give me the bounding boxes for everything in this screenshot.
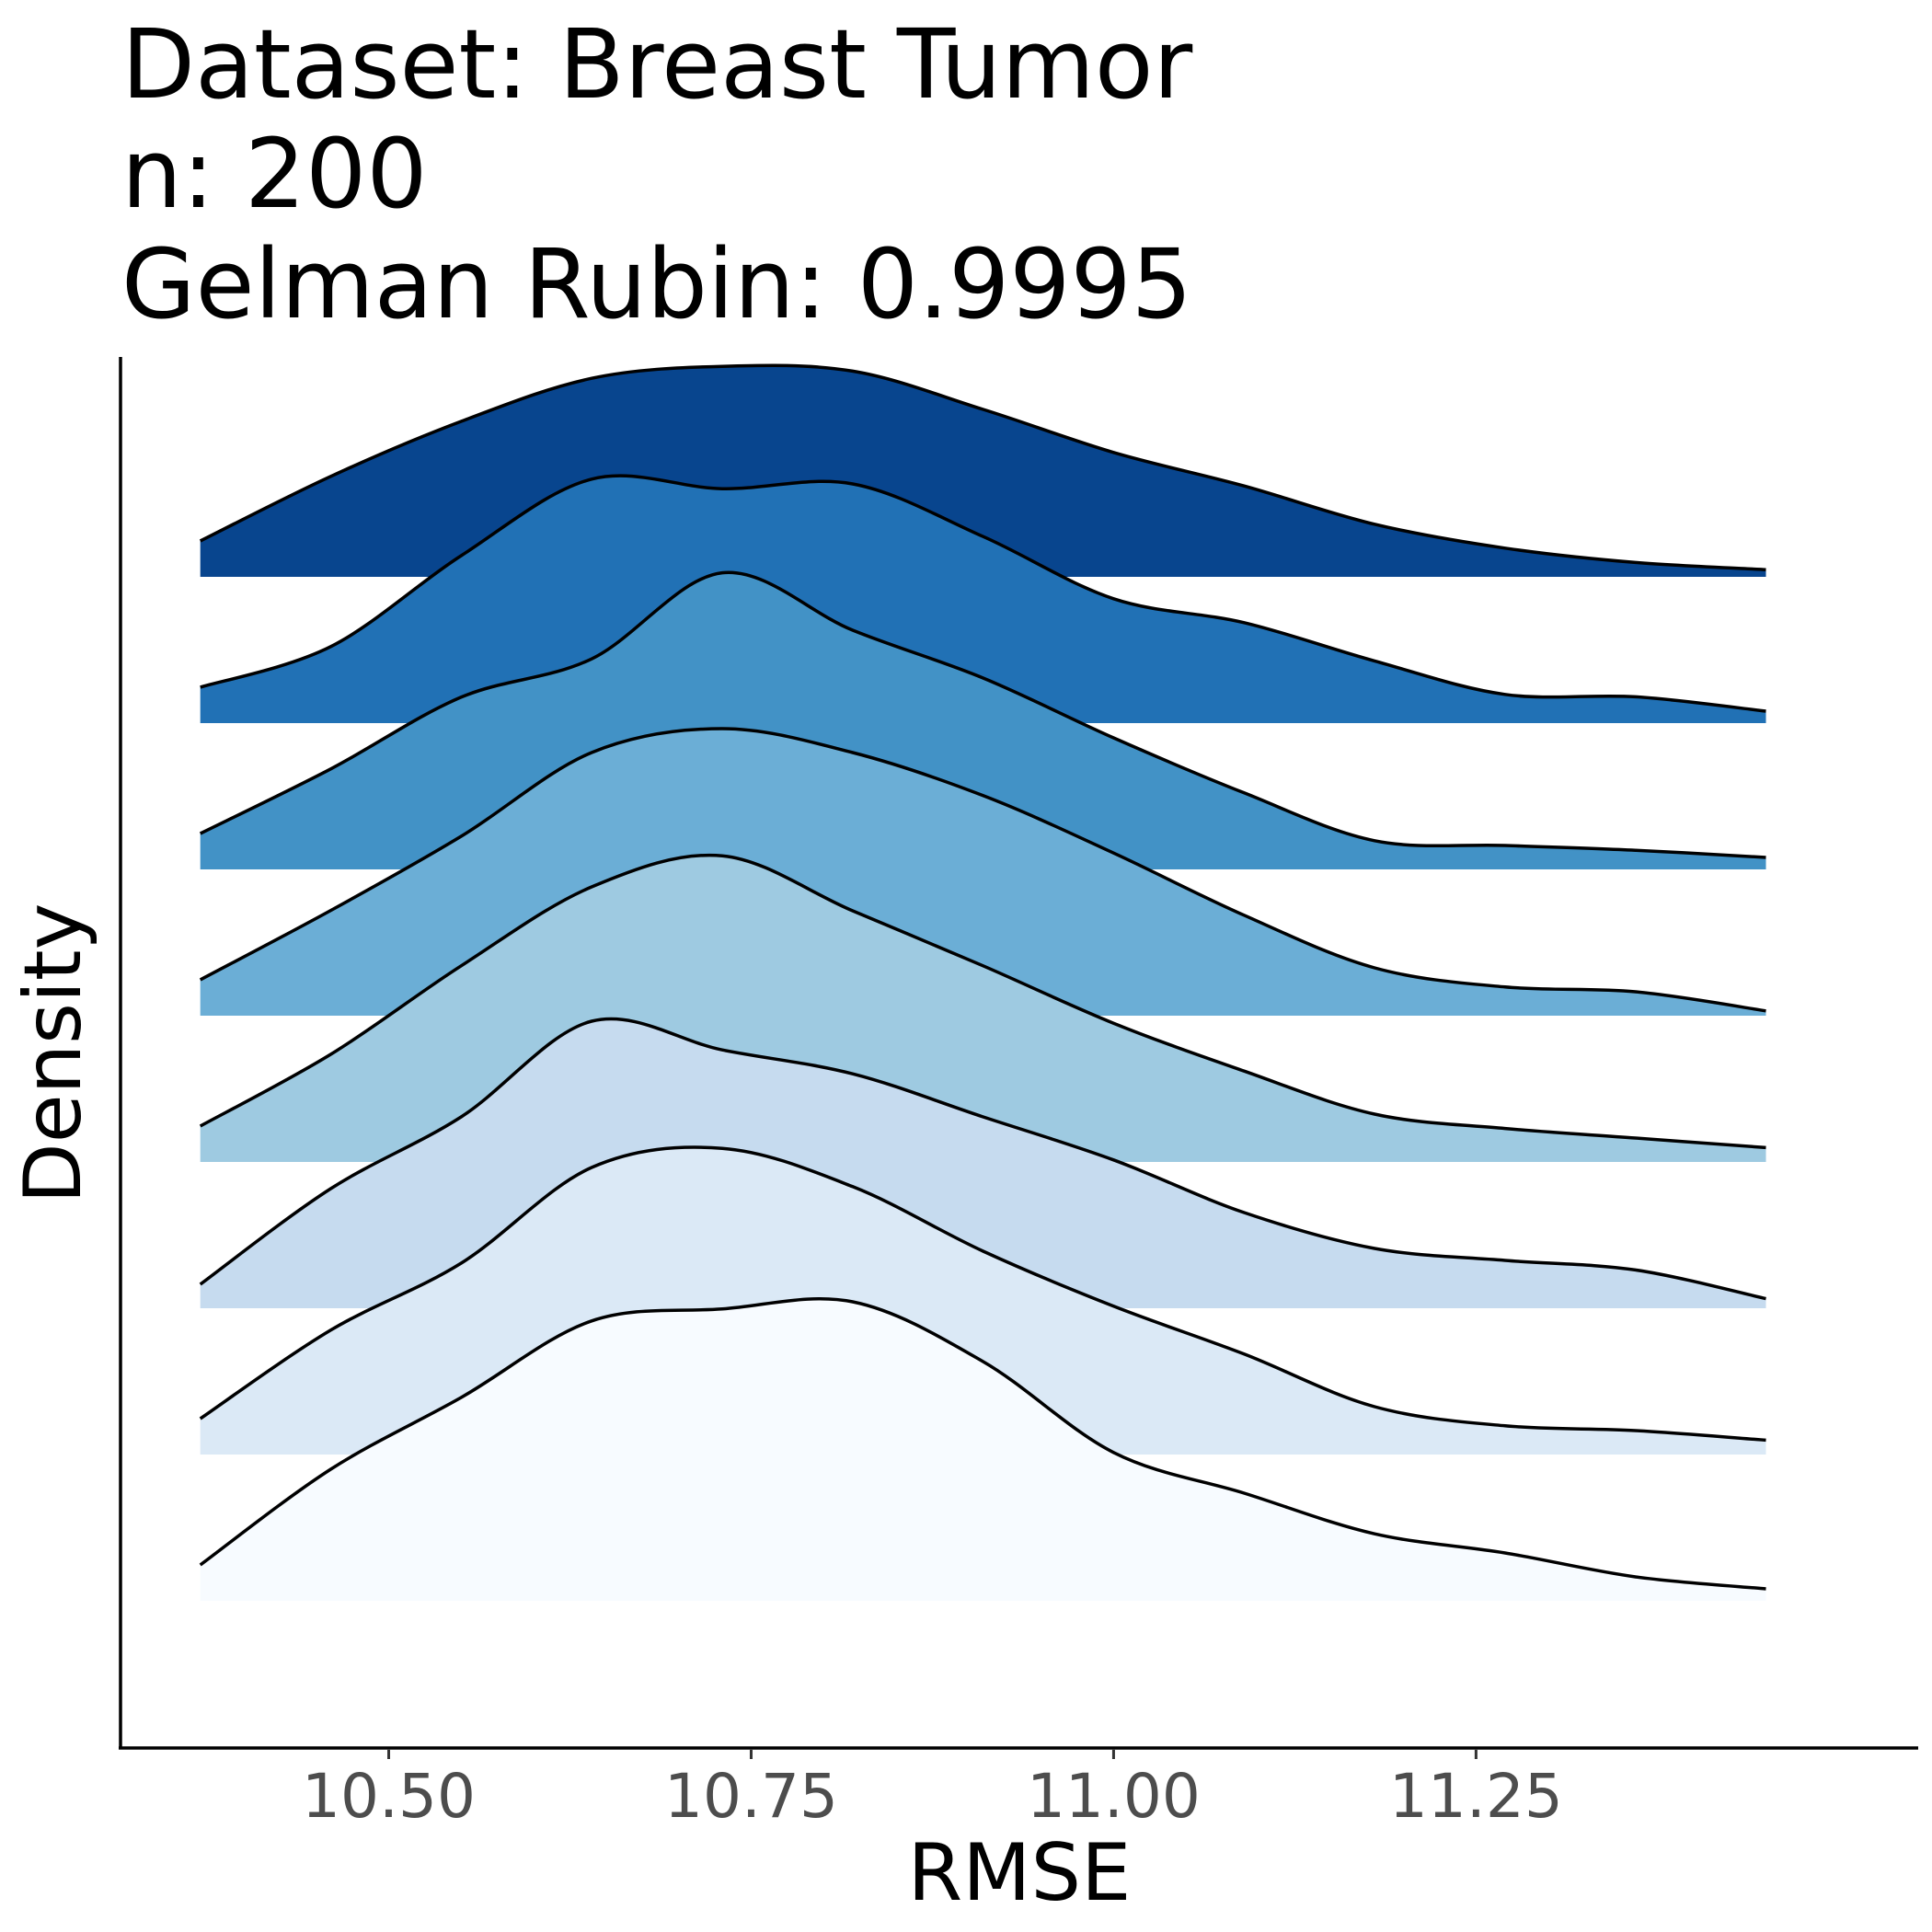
ridge-line-2: [200, 474, 1766, 713]
chart-title-line-2: n: 200: [121, 118, 428, 230]
ridge-line-4: [199, 727, 1766, 1013]
ridges-group: [199, 363, 1766, 1601]
ridge-line-5: [199, 853, 1766, 1150]
x-tick-label-3: 11.00: [1027, 1761, 1201, 1832]
x-tick-label-1: 10.50: [302, 1761, 476, 1832]
ridge-area-8: [200, 1298, 1766, 1601]
x-tick-label-2: 10.75: [664, 1761, 838, 1832]
x-axis-ticks: 10.50 10.75 11.00 11.25: [302, 1750, 1563, 1832]
ridge-line-7: [199, 1145, 1766, 1443]
ridge-8: [199, 1296, 1766, 1601]
ridge-line-3: [199, 570, 1766, 859]
x-axis-title: RMSE: [908, 1827, 1132, 1919]
chart-title-line-3: Gelman Rubin: 0.9995: [121, 228, 1192, 340]
x-tick-label-4: 11.25: [1389, 1761, 1563, 1832]
y-axis-title: Density: [7, 903, 99, 1204]
chart-title-line-1: Dataset: Breast Tumor: [121, 8, 1193, 121]
ridge-line-6: [199, 1017, 1766, 1301]
ridge-line-1: [199, 363, 1766, 571]
ridge-line-8: [199, 1296, 1766, 1591]
